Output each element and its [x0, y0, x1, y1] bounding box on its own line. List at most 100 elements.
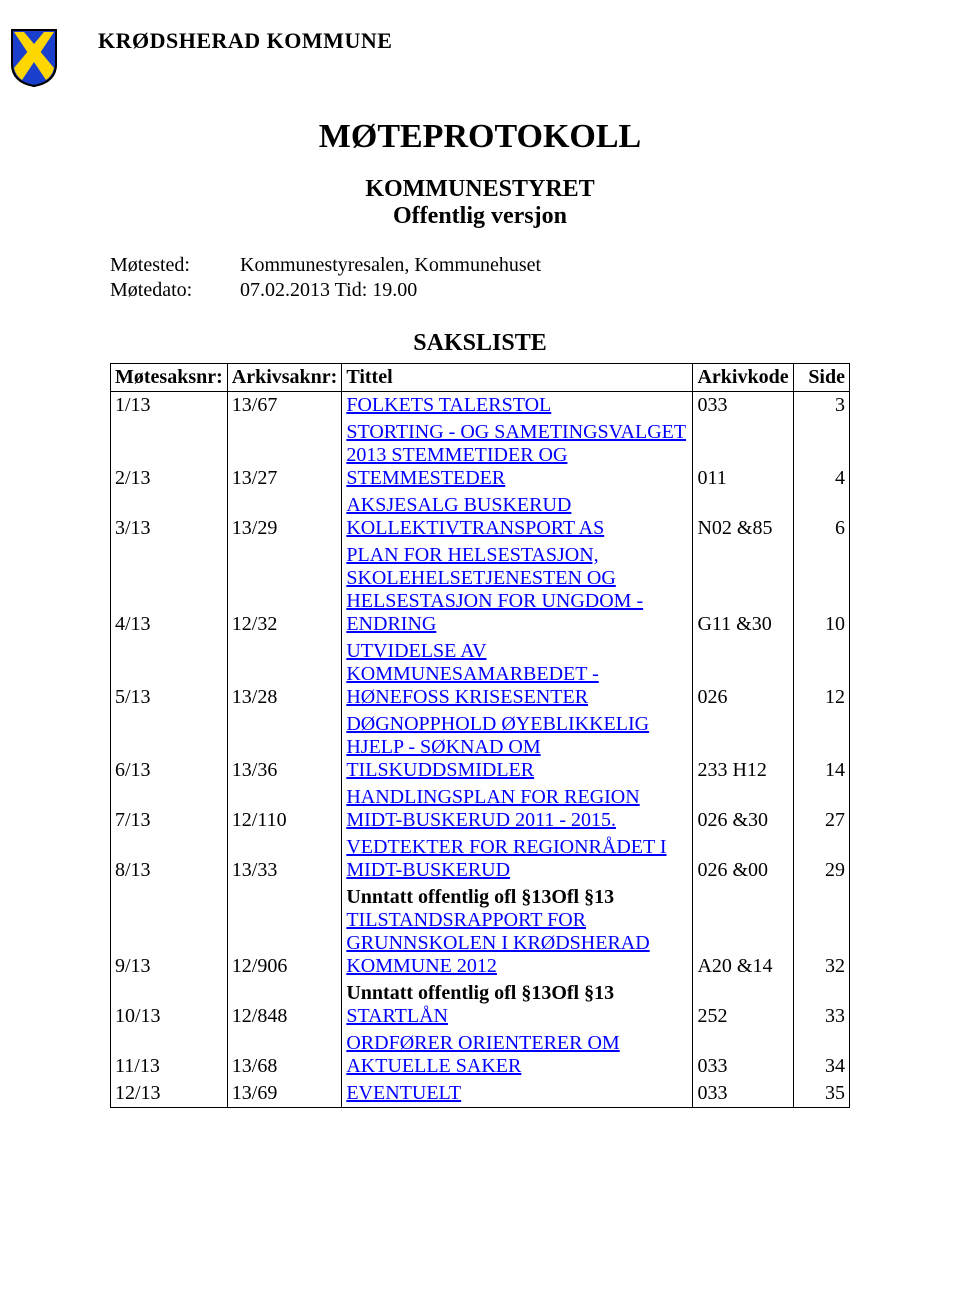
title-link[interactable]: FOLKETS TALERSTOL: [346, 394, 551, 416]
col-header-arkivsaknr: Arkivsaknr:: [227, 364, 342, 392]
meta-value-date: 07.02.2013 Tid: 19.00: [240, 279, 850, 302]
cell-tittel: DØGNOPPHOLD ØYEBLIKKELIG HJELP - SØKNAD …: [342, 711, 693, 784]
cell-motesaksnr: 2/13: [111, 419, 228, 492]
cell-arkivsaknr: 13/36: [227, 711, 342, 784]
table-row: 7/1312/110HANDLINGSPLAN FOR REGION MIDT-…: [111, 784, 850, 834]
cell-arkivsaknr: 13/28: [227, 638, 342, 711]
title-link[interactable]: DØGNOPPHOLD ØYEBLIKKELIG HJELP - SØKNAD …: [346, 713, 649, 781]
cell-arkivkode: A20 &14: [693, 884, 793, 980]
cell-tittel: Unntatt offentlig ofl §13Ofl §13STARTLÅN: [342, 980, 693, 1030]
cell-tittel: UTVIDELSE AV KOMMUNESAMARBEDET - HØNEFOS…: [342, 638, 693, 711]
cell-side: 33: [793, 980, 849, 1030]
cell-arkivsaknr: 13/33: [227, 834, 342, 884]
cell-arkivkode: 252: [693, 980, 793, 1030]
title-link[interactable]: EVENTUELT: [346, 1082, 461, 1104]
cell-motesaksnr: 10/13: [111, 980, 228, 1030]
subtitle: KOMMUNESTYRET: [110, 176, 850, 203]
cell-side: 3: [793, 392, 849, 420]
col-header-tittel: Tittel: [342, 364, 693, 392]
header-row: KRØDSHERAD KOMMUNE: [10, 28, 850, 88]
table-row: 2/1313/27STORTING - OG SAMETINGSVALGET 2…: [111, 419, 850, 492]
cell-motesaksnr: 4/13: [111, 542, 228, 638]
cell-motesaksnr: 5/13: [111, 638, 228, 711]
meta-row-place: Møtested: Kommunestyresalen, Kommunehuse…: [110, 254, 850, 277]
cell-arkivsaknr: 13/27: [227, 419, 342, 492]
cell-arkivsaknr: 12/848: [227, 980, 342, 1030]
cell-tittel: STORTING - OG SAMETINGSVALGET 2013 STEMM…: [342, 419, 693, 492]
cell-tittel: HANDLINGSPLAN FOR REGION MIDT-BUSKERUD 2…: [342, 784, 693, 834]
table-row: 6/1313/36DØGNOPPHOLD ØYEBLIKKELIG HJELP …: [111, 711, 850, 784]
cell-motesaksnr: 6/13: [111, 711, 228, 784]
cell-motesaksnr: 12/13: [111, 1080, 228, 1108]
table-row: 3/1313/29AKSJESALG BUSKERUD KOLLEKTIVTRA…: [111, 492, 850, 542]
cell-side: 34: [793, 1030, 849, 1080]
title-link[interactable]: STARTLÅN: [346, 1005, 448, 1027]
cell-motesaksnr: 7/13: [111, 784, 228, 834]
cell-tittel: AKSJESALG BUSKERUD KOLLEKTIVTRANSPORT AS: [342, 492, 693, 542]
title-link[interactable]: ORDFØRER ORIENTERER OM AKTUELLE SAKER: [346, 1032, 619, 1077]
saksliste-table: Møtesaksnr: Arkivsaknr: Tittel Arkivkode…: [110, 363, 850, 1108]
title-prefix: Unntatt offentlig ofl §13Ofl §13: [346, 982, 688, 1005]
cell-tittel: PLAN FOR HELSESTASJON, SKOLEHELSETJENEST…: [342, 542, 693, 638]
title-link[interactable]: VEDTEKTER FOR REGIONRÅDET I MIDT-BUSKERU…: [346, 836, 666, 881]
cell-arkivkode: 033: [693, 1030, 793, 1080]
table-row: 12/1313/69EVENTUELT 03335: [111, 1080, 850, 1108]
cell-side: 12: [793, 638, 849, 711]
subtitle-version: Offentlig versjon: [110, 203, 850, 230]
cell-arkivkode: 033: [693, 1080, 793, 1108]
table-row: 4/1312/32PLAN FOR HELSESTASJON, SKOLEHEL…: [111, 542, 850, 638]
cell-arkivkode: N02 &85: [693, 492, 793, 542]
cell-motesaksnr: 11/13: [111, 1030, 228, 1080]
table-header-row: Møtesaksnr: Arkivsaknr: Tittel Arkivkode…: [111, 364, 850, 392]
cell-tittel: FOLKETS TALERSTOL: [342, 392, 693, 420]
title-link[interactable]: STORTING - OG SAMETINGSVALGET 2013 STEMM…: [346, 421, 686, 489]
cell-tittel: VEDTEKTER FOR REGIONRÅDET I MIDT-BUSKERU…: [342, 834, 693, 884]
cell-motesaksnr: 3/13: [111, 492, 228, 542]
cell-side: 35: [793, 1080, 849, 1108]
col-header-motesaksnr: Møtesaksnr:: [111, 364, 228, 392]
meta-value-place: Kommunestyresalen, Kommunehuset: [240, 254, 850, 277]
main-title: MØTEPROTOKOLL: [110, 118, 850, 156]
cell-arkivsaknr: 13/68: [227, 1030, 342, 1080]
cell-motesaksnr: 1/13: [111, 392, 228, 420]
title-link[interactable]: UTVIDELSE AV KOMMUNESAMARBEDET - HØNEFOS…: [346, 640, 598, 708]
title-prefix: Unntatt offentlig ofl §13Ofl §13: [346, 886, 688, 909]
cell-side: 29: [793, 834, 849, 884]
cell-tittel: EVENTUELT: [342, 1080, 693, 1108]
cell-tittel: ORDFØRER ORIENTERER OM AKTUELLE SAKER: [342, 1030, 693, 1080]
cell-arkivkode: 026: [693, 638, 793, 711]
table-row: 9/1312/906Unntatt offentlig ofl §13Ofl §…: [111, 884, 850, 980]
title-link[interactable]: AKSJESALG BUSKERUD KOLLEKTIVTRANSPORT AS: [346, 494, 604, 539]
organization-name: KRØDSHERAD KOMMUNE: [98, 28, 392, 54]
meta-row-date: Møtedato: 07.02.2013 Tid: 19.00: [110, 279, 850, 302]
saksliste-title: SAKSLISTE: [110, 330, 850, 357]
cell-arkivkode: 033: [693, 392, 793, 420]
cell-side: 14: [793, 711, 849, 784]
cell-side: 4: [793, 419, 849, 492]
meeting-meta: Møtested: Kommunestyresalen, Kommunehuse…: [110, 254, 850, 302]
table-row: 5/1313/28UTVIDELSE AV KOMMUNESAMARBEDET …: [111, 638, 850, 711]
cell-side: 10: [793, 542, 849, 638]
municipality-shield-icon: [10, 28, 58, 88]
cell-arkivkode: 233 H12: [693, 711, 793, 784]
title-link[interactable]: HANDLINGSPLAN FOR REGION MIDT-BUSKERUD 2…: [346, 786, 639, 831]
title-link[interactable]: TILSTANDSRAPPORT FOR GRUNNSKOLEN I KRØDS…: [346, 909, 649, 977]
title-link[interactable]: PLAN FOR HELSESTASJON, SKOLEHELSETJENEST…: [346, 544, 643, 635]
col-header-side: Side: [793, 364, 849, 392]
cell-tittel: Unntatt offentlig ofl §13Ofl §13TILSTAND…: [342, 884, 693, 980]
table-row: 10/1312/848Unntatt offentlig ofl §13Ofl …: [111, 980, 850, 1030]
cell-arkivsaknr: 13/67: [227, 392, 342, 420]
cell-arkivsaknr: 12/906: [227, 884, 342, 980]
cell-arkivsaknr: 13/69: [227, 1080, 342, 1108]
cell-side: 27: [793, 784, 849, 834]
cell-side: 32: [793, 884, 849, 980]
meta-label-place: Møtested:: [110, 254, 240, 277]
cell-motesaksnr: 8/13: [111, 834, 228, 884]
cell-motesaksnr: 9/13: [111, 884, 228, 980]
meta-label-date: Møtedato:: [110, 279, 240, 302]
cell-arkivkode: 026 &00: [693, 834, 793, 884]
cell-arkivsaknr: 12/32: [227, 542, 342, 638]
col-header-arkivkode: Arkivkode: [693, 364, 793, 392]
table-row: 1/1313/67FOLKETS TALERSTOL 0333: [111, 392, 850, 420]
table-row: 8/1313/33VEDTEKTER FOR REGIONRÅDET I MID…: [111, 834, 850, 884]
